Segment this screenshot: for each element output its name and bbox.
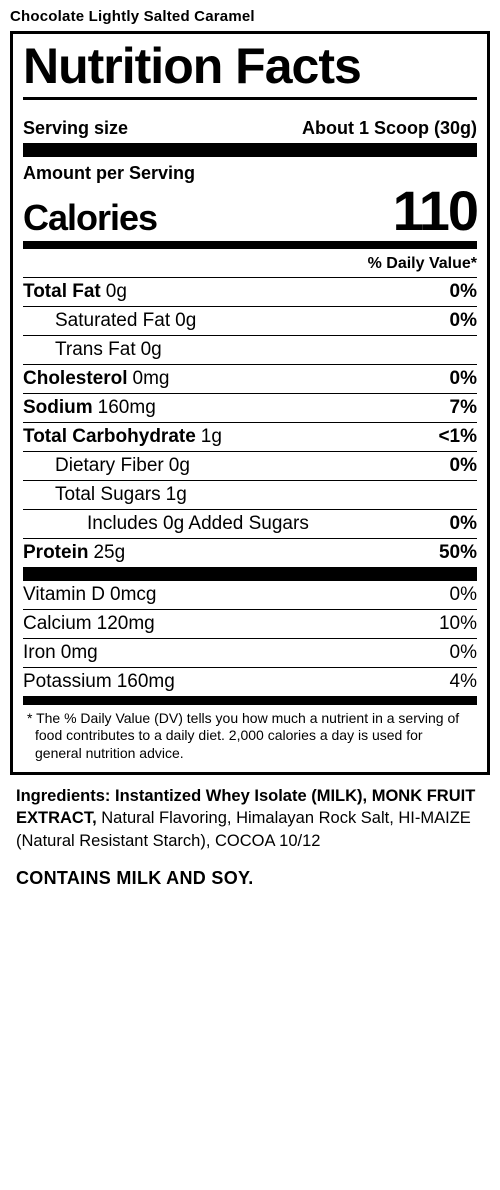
vitamin-row: Vitamin D0mcg 0% (23, 581, 477, 610)
nutrient-percent: <1% (438, 426, 477, 448)
nutrient-percent: 7% (450, 397, 477, 419)
nutrient-name: Cholesterol (23, 368, 128, 390)
vitamin-amount: 160mg (117, 671, 175, 693)
vitamin-name: Iron (23, 642, 56, 664)
nutrient-name: Protein (23, 542, 88, 564)
vitamin-row: Calcium120mg 10% (23, 610, 477, 639)
nutrient-percent: 0% (450, 310, 477, 332)
nutrient-row: Sodium160mg 7% (23, 394, 477, 423)
nutrient-name: Dietary Fiber (55, 455, 164, 477)
vitamin-name: Vitamin D (23, 584, 105, 606)
nutrient-row: Saturated Fat0g 0% (23, 307, 477, 336)
nutrient-row: Protein25g 50% (23, 539, 477, 567)
vitamin-amount: 0mcg (110, 584, 156, 606)
vitamin-row: Potassium160mg 4% (23, 668, 477, 696)
nutrient-row: Cholesterol0mg 0% (23, 365, 477, 394)
daily-value-header: % Daily Value* (23, 251, 477, 278)
calories-value: 110 (393, 184, 477, 237)
nutrient-amount: 0g (169, 455, 190, 477)
vitamins-list: Vitamin D0mcg 0% Calcium120mg 10% Iron0mg 0% P… (23, 581, 477, 696)
vitamin-percent: 0% (450, 584, 477, 606)
daily-value-footnote: * The % Daily Value (DV) tells you how m… (23, 705, 477, 765)
nutrient-row: Dietary Fiber0g 0% (23, 452, 477, 481)
divider-thick (23, 567, 477, 581)
nutrient-name: Total Sugars (55, 484, 161, 506)
nutrient-row: Includes 0g Added Sugars 0% (23, 510, 477, 539)
nutrient-percent: 0% (450, 455, 477, 477)
nutrient-percent: 0% (450, 368, 477, 390)
panel-title: Nutrition Facts (23, 40, 477, 100)
divider-medium (23, 696, 477, 705)
nutrient-name: Trans Fat (55, 339, 136, 361)
vitamin-percent: 10% (439, 613, 477, 635)
vitamin-percent: 0% (450, 642, 477, 664)
allergen-statement: CONTAINS MILK AND SOY. (16, 868, 484, 889)
vitamin-amount: 120mg (97, 613, 155, 635)
nutrient-row: Total Fat0g 0% (23, 278, 477, 307)
serving-size-label: Serving size (23, 118, 128, 139)
nutrient-percent: 50% (439, 542, 477, 564)
nutrient-name: Total Carbohydrate (23, 426, 196, 448)
ingredients-block: Ingredients: Instantized Whey Isolate (M… (16, 785, 484, 852)
nutrient-name: Includes 0g Added Sugars (87, 513, 309, 535)
nutrient-row: Trans Fat0g (23, 336, 477, 365)
divider-thick (23, 143, 477, 157)
below-panel: Ingredients: Instantized Whey Isolate (M… (10, 775, 490, 889)
ingredients-lead: Ingredients: (16, 787, 115, 805)
nutrient-amount: 25g (93, 542, 125, 564)
calories-row: Calories 110 (23, 184, 477, 249)
nutrient-name: Sodium (23, 397, 93, 419)
product-flavor: Chocolate Lightly Salted Caramel (10, 8, 490, 25)
nutrients-list: Total Fat0g0%Saturated Fat0g0%Trans Fat0… (23, 278, 477, 567)
nutrition-facts-panel: Nutrition Facts Serving size About 1 Sco… (10, 31, 490, 775)
nutrient-amount: 0g (141, 339, 162, 361)
nutrient-percent: 0% (450, 513, 477, 535)
nutrient-amount: 0g (175, 310, 196, 332)
nutrient-amount: 1g (201, 426, 222, 448)
serving-size-value: About 1 Scoop (30g) (302, 118, 477, 139)
nutrient-name: Saturated Fat (55, 310, 170, 332)
nutrient-amount: 1g (166, 484, 187, 506)
nutrient-name: Total Fat (23, 281, 101, 303)
nutrient-row: Total Carbohydrate1g <1% (23, 423, 477, 452)
nutrient-row: Total Sugars1g (23, 481, 477, 510)
nutrient-percent: 0% (450, 281, 477, 303)
vitamin-amount: 0mg (61, 642, 98, 664)
nutrient-amount: 0g (106, 281, 127, 303)
vitamin-name: Potassium (23, 671, 112, 693)
vitamin-name: Calcium (23, 613, 92, 635)
calories-label: Calories (23, 197, 157, 239)
nutrient-amount: 160mg (98, 397, 156, 419)
serving-size-row: Serving size About 1 Scoop (30g) (23, 118, 477, 143)
vitamin-percent: 4% (450, 671, 477, 693)
vitamin-row: Iron0mg 0% (23, 639, 477, 668)
nutrient-amount: 0mg (133, 368, 170, 390)
